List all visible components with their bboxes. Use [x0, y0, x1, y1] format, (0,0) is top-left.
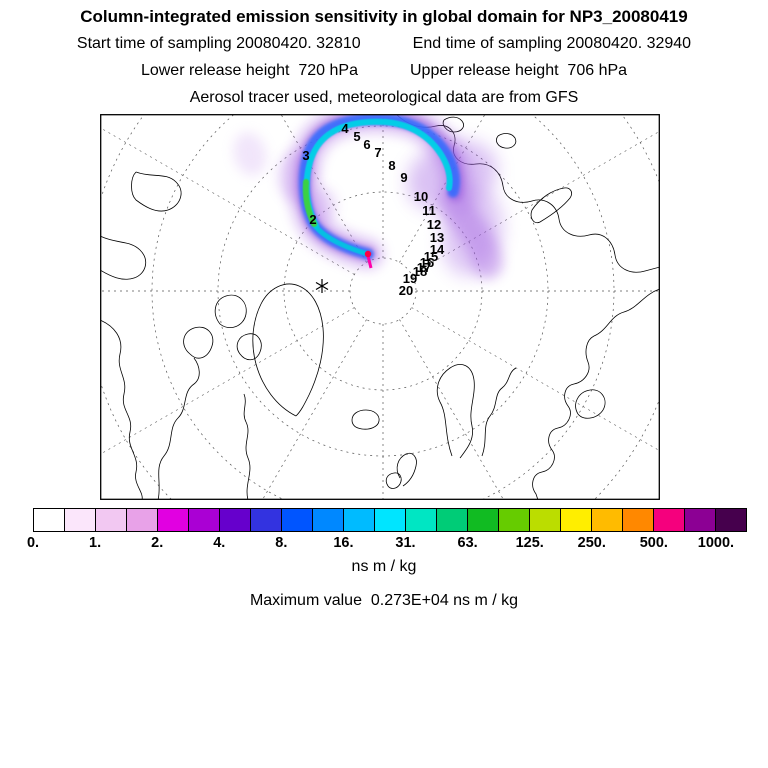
- colorbar-segment: [467, 509, 498, 531]
- trajectory-point-label: 5: [353, 129, 360, 144]
- figure-title: Column-integrated emission sensitivity i…: [80, 7, 688, 26]
- map-panel: 2 3 4 5 6 7 8 9 10 11 12 13 14 15 16 17 18 19 20: [100, 114, 660, 500]
- colorbar-segment: [715, 509, 746, 531]
- trajectory-point-label: 18: [413, 264, 427, 279]
- trajectory-point-label: 17: [417, 260, 431, 275]
- colorbar-tick-label: 4.: [213, 535, 226, 551]
- map-frame: [100, 114, 660, 500]
- colorbar-segment: [34, 509, 64, 531]
- trajectory-point-label: 12: [427, 217, 441, 232]
- colorbar-units: ns m / kg: [351, 558, 417, 575]
- colorbar-segment: [529, 509, 560, 531]
- colorbar-tick-label: 250.: [577, 535, 606, 551]
- colorbar-tick-label: 31.: [395, 535, 416, 551]
- upper-release-text: Upper release height 706 hPa: [410, 62, 628, 79]
- trajectory-point-label: 16: [420, 255, 434, 270]
- colorbar-segment: [312, 509, 343, 531]
- trajectory-point-label: 3: [302, 148, 309, 163]
- trajectory-point-label: 14: [430, 242, 445, 257]
- tracer-text: Aerosol tracer used, meteorological data…: [189, 89, 579, 106]
- colorbar-segment: [405, 509, 436, 531]
- trajectory-point-label: 4: [341, 121, 349, 136]
- colorbar-tick-label: 500.: [639, 535, 668, 551]
- trajectory-point-label: 20: [399, 283, 413, 298]
- colorbar-segment: [591, 509, 622, 531]
- trajectory-point-label: 19: [403, 271, 417, 286]
- colorbar-segment: [684, 509, 715, 531]
- trajectory-point-label: 15: [424, 249, 438, 264]
- coastlines: [101, 115, 659, 499]
- colorbar-tick-label: 8.: [275, 535, 288, 551]
- colorbar-tick-label: 0.: [26, 535, 40, 551]
- site-marker: [315, 279, 329, 293]
- colorbar-segment: [436, 509, 467, 531]
- colorbar-segment: [157, 509, 188, 531]
- colorbar-tick-label: 16.: [333, 535, 354, 551]
- release-heights-line: Lower release height 720 hPa Upper relea…: [0, 62, 768, 80]
- colorbar-segment: [281, 509, 312, 531]
- lower-release-text: Lower release height 720 hPa: [140, 62, 358, 79]
- colorbar-segment: [64, 509, 95, 531]
- trajectory-point-label: 7: [374, 145, 381, 160]
- colorbar-tick-label: 2.: [151, 535, 164, 551]
- start-time-text: Start time of sampling 20080420. 32810: [76, 35, 361, 52]
- trajectory-point-label: 11: [422, 203, 436, 218]
- colorbar-segment: [188, 509, 219, 531]
- colorbar-tick-label: 63.: [457, 535, 478, 551]
- colorbar: [33, 508, 747, 532]
- colorbar-tick-label: 125.: [515, 535, 544, 551]
- trajectory-point-label: 10: [414, 189, 428, 204]
- graticule: [101, 115, 659, 499]
- colorbar-segment: [374, 509, 405, 531]
- trajectory-point-label: 6: [363, 137, 370, 152]
- colorbar-segment: [219, 509, 250, 531]
- colorbar-tick-labels: 0. 1. 2. 4. 8. 16. 31. 63. 125. 250. 500. 1000.: [27, 535, 747, 553]
- trajectory-point-label: 2: [309, 212, 316, 227]
- release-point-marker: [364, 250, 372, 258]
- colorbar-segment: [343, 509, 374, 531]
- trajectory-point-label: 9: [400, 170, 407, 185]
- colorbar-segment: [560, 509, 591, 531]
- colorbar-tick-label: 1.: [89, 535, 102, 551]
- max-value-text: Maximum value 0.273E+04 ns m / kg: [249, 592, 519, 609]
- colorbar-tick-label: 1000.: [697, 535, 735, 551]
- trajectory-point-label: 13: [430, 230, 444, 245]
- colorbar-segment: [95, 509, 126, 531]
- colorbar-segment: [622, 509, 653, 531]
- trajectory-point-label: 8: [388, 158, 395, 173]
- tracer-line: Aerosol tracer used, meteorological data…: [0, 89, 768, 107]
- colorbar-segment: [498, 509, 529, 531]
- colorbar-segment: [653, 509, 684, 531]
- sampling-times-line: Start time of sampling 20080420. 32810 E…: [0, 35, 768, 53]
- colorbar-segment: [126, 509, 157, 531]
- emission-sensitivity-plume: [233, 115, 503, 279]
- end-time-text: End time of sampling 20080420. 32940: [412, 35, 692, 52]
- colorbar-segment: [250, 509, 281, 531]
